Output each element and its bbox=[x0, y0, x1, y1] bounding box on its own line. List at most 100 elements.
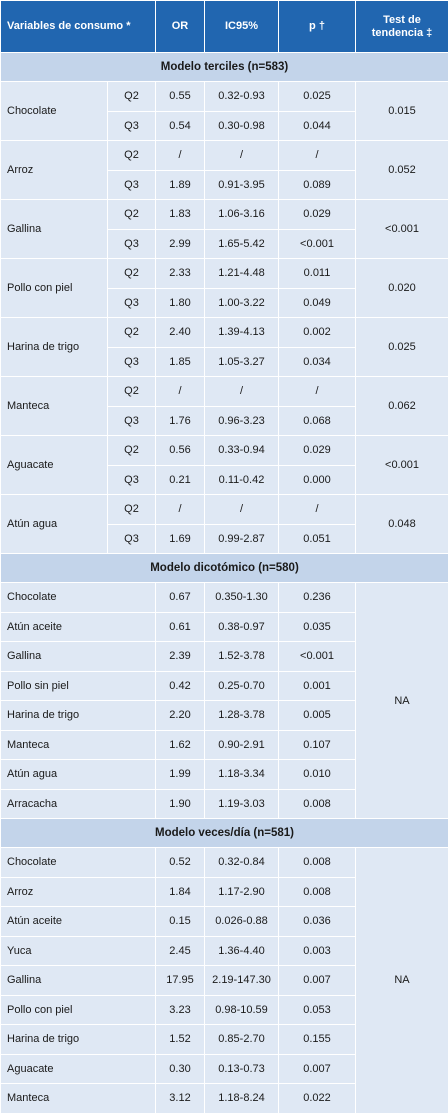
quantile-cell: Q3 bbox=[107, 169, 156, 200]
quantile-cell: Q2 bbox=[107, 258, 156, 289]
trend-cell: 0.015 bbox=[355, 81, 448, 141]
data-row: Chocolate 0.67 0.350-1.30 0.236 NA bbox=[0, 582, 448, 819]
data-row: Aguacate 0.30 0.13-0.73 0.007 bbox=[0, 1053, 448, 1084]
data-row: Aguacate Q2 0.56 0.33-0.94 0.029 <0.001 bbox=[0, 435, 448, 495]
value-cell: 0.029 bbox=[278, 435, 356, 466]
value-cell: / bbox=[155, 376, 205, 407]
quantile-cell: Q2 bbox=[107, 199, 156, 230]
section-title: Modelo veces/día (n=581) bbox=[0, 818, 448, 848]
value-cell: 0.008 bbox=[278, 876, 356, 907]
value-cell: 1.17-2.90 bbox=[204, 876, 279, 907]
variable-cell: Manteca bbox=[0, 1083, 156, 1113]
header-row: Variables de consumo * OR IC95% p † Test… bbox=[0, 0, 448, 53]
value-cell: 1.89 bbox=[155, 169, 205, 200]
value-cell: 0.034 bbox=[278, 346, 356, 377]
variable-cell: Manteca bbox=[0, 729, 156, 760]
quantile-cell: Q3 bbox=[107, 523, 156, 554]
data-row: Manteca 3.12 1.18-8.24 0.022 bbox=[0, 1083, 448, 1113]
value-cell: 1.65-5.42 bbox=[204, 228, 279, 259]
data-row: Atún agua Q2///0.048 bbox=[0, 494, 448, 554]
value-cell: 0.30 bbox=[155, 1053, 205, 1084]
variable-cell: Chocolate bbox=[0, 847, 156, 878]
data-row: Q3 1.69 0.99-2.87 0.051 bbox=[1, 523, 448, 554]
value-cell: / bbox=[204, 140, 279, 171]
value-cell: 0.15 bbox=[155, 906, 205, 937]
quantile-cell: Q3 bbox=[107, 110, 156, 141]
trend-cell: 0.052 bbox=[355, 140, 448, 200]
value-cell: 1.36-4.40 bbox=[204, 935, 279, 966]
variable-cell: Aguacate bbox=[0, 435, 108, 495]
value-cell: 1.06-3.16 bbox=[204, 199, 279, 230]
data-row: Chocolate Q2 0.55 0.32-0.93 0.025 0.015 bbox=[0, 81, 448, 141]
data-row: Q3 2.99 1.65-5.42 <0.001 bbox=[1, 228, 448, 259]
value-cell: 1.05-3.27 bbox=[204, 346, 279, 377]
value-cell: 0.11-0.42 bbox=[204, 464, 279, 495]
quantile-cell: Q3 bbox=[107, 228, 156, 259]
value-cell: 0.52 bbox=[155, 847, 205, 878]
variable-cell: Pollo sin piel bbox=[0, 670, 156, 701]
value-cell: 2.99 bbox=[155, 228, 205, 259]
value-cell: 3.23 bbox=[155, 994, 205, 1025]
value-cell: 0.42 bbox=[155, 670, 205, 701]
value-cell: 0.350-1.30 bbox=[204, 582, 279, 613]
value-cell: 0.002 bbox=[278, 317, 356, 348]
quantile-cell: Q2 bbox=[107, 376, 156, 407]
value-cell: 2.33 bbox=[155, 258, 205, 289]
trend-cell: <0.001 bbox=[355, 435, 448, 495]
variable-cell: Aguacate bbox=[0, 1053, 156, 1084]
variable-cell: Arracacha bbox=[0, 788, 156, 819]
table-header: Variables de consumo * OR IC95% p † Test… bbox=[0, 0, 448, 53]
variable-cell: Yuca bbox=[0, 935, 156, 966]
value-cell: / bbox=[155, 140, 205, 171]
value-cell: 0.001 bbox=[278, 670, 356, 701]
section-row: Modelo veces/día (n=581) bbox=[0, 818, 448, 848]
value-cell: 1.18-8.24 bbox=[204, 1083, 279, 1113]
value-cell: 0.55 bbox=[155, 81, 205, 112]
section-row: Modelo terciles (n=583) bbox=[0, 52, 448, 82]
variable-cell: Pollo con piel bbox=[0, 258, 108, 318]
value-cell: 1.00-3.22 bbox=[204, 287, 279, 318]
trend-cell: 0.025 bbox=[355, 317, 448, 377]
data-row: Q3 0.21 0.11-0.42 0.000 bbox=[1, 464, 448, 495]
quantile-cell: Q2 bbox=[107, 435, 156, 466]
variable-cell: Harina de trigo bbox=[0, 700, 156, 731]
value-cell: / bbox=[155, 494, 205, 525]
value-cell: 0.32-0.93 bbox=[204, 81, 279, 112]
value-cell: 0.010 bbox=[278, 759, 356, 790]
value-cell: 1.99 bbox=[155, 759, 205, 790]
value-cell: 1.19-3.03 bbox=[204, 788, 279, 819]
value-cell: 0.38-0.97 bbox=[204, 611, 279, 642]
value-cell: 0.13-0.73 bbox=[204, 1053, 279, 1084]
quantile-cell: Q3 bbox=[107, 405, 156, 436]
value-cell: 0.98-10.59 bbox=[204, 994, 279, 1025]
value-cell: <0.001 bbox=[278, 641, 356, 672]
value-cell: 0.236 bbox=[278, 582, 356, 613]
value-cell: 0.008 bbox=[278, 847, 356, 878]
variable-cell: Pollo con piel bbox=[0, 994, 156, 1025]
quantile-cell: Q2 bbox=[107, 140, 156, 171]
value-cell: 1.69 bbox=[155, 523, 205, 554]
value-cell: / bbox=[278, 494, 356, 525]
value-cell: 3.12 bbox=[155, 1083, 205, 1113]
data-row: Arroz Q2///0.052 bbox=[0, 140, 448, 200]
trend-cell: 0.020 bbox=[355, 258, 448, 318]
data-row: Q3 0.54 0.30-0.98 0.044 bbox=[1, 110, 448, 141]
value-cell: 0.035 bbox=[278, 611, 356, 642]
quantile-cell: Q3 bbox=[107, 464, 156, 495]
value-cell: 0.044 bbox=[278, 110, 356, 141]
trend-cell: 0.062 bbox=[355, 376, 448, 436]
value-cell: 0.029 bbox=[278, 199, 356, 230]
header-cell: Test de tendencia ‡ bbox=[355, 0, 448, 53]
value-cell: / bbox=[204, 376, 279, 407]
variable-cell: Harina de trigo bbox=[0, 317, 108, 377]
section-title: Modelo dicotómico (n=580) bbox=[0, 553, 448, 583]
data-row: Gallina Q2 1.83 1.06-3.16 0.029 <0.001 bbox=[0, 199, 448, 259]
trend-cell: <0.001 bbox=[355, 199, 448, 259]
value-cell: 1.83 bbox=[155, 199, 205, 230]
value-cell: 0.008 bbox=[278, 788, 356, 819]
data-row: Arracacha 1.90 1.19-3.03 0.008 bbox=[0, 788, 448, 819]
value-cell: 2.20 bbox=[155, 700, 205, 731]
value-cell: 0.91-3.95 bbox=[204, 169, 279, 200]
value-cell: 0.007 bbox=[278, 1053, 356, 1084]
